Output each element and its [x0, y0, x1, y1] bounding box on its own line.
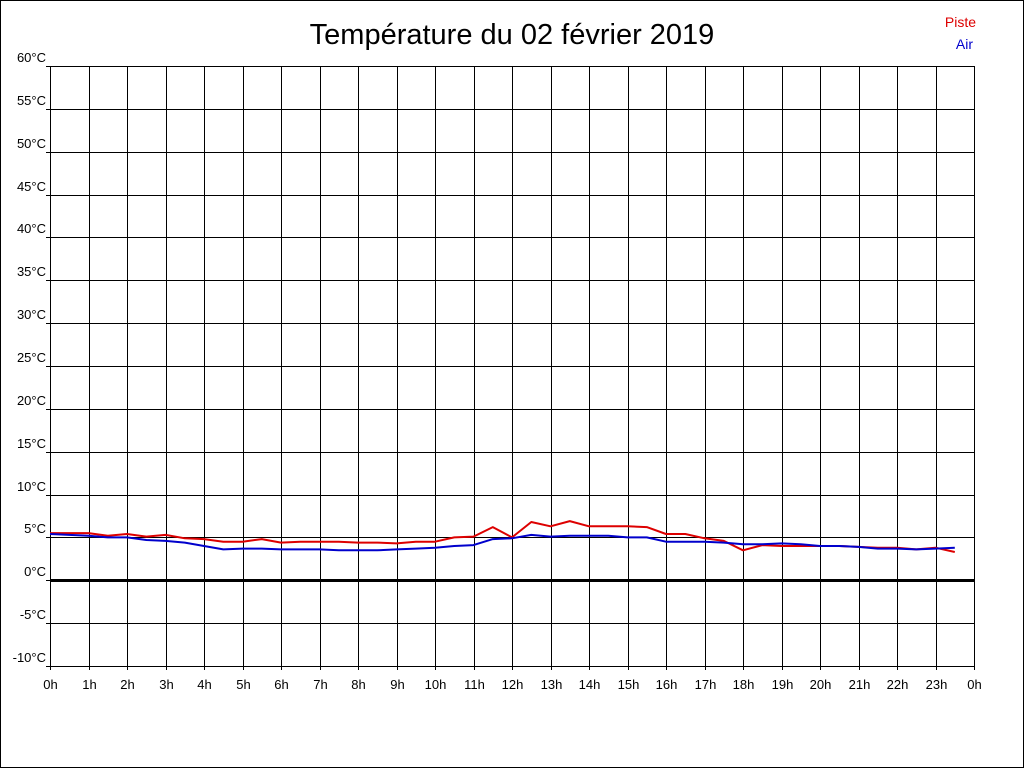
- y-tick-label: 40°C: [17, 221, 46, 236]
- x-tick-label: 0h: [43, 677, 57, 692]
- x-tick-label: 8h: [351, 677, 365, 692]
- y-tick-label: 15°C: [17, 436, 46, 451]
- y-tick-label: 5°C: [24, 521, 46, 536]
- x-tick-label: 21h: [849, 677, 871, 692]
- x-tick-label: 0h: [967, 677, 981, 692]
- chart-title: Température du 02 février 2019: [309, 19, 715, 51]
- y-tick-label: -10°C: [13, 650, 46, 665]
- x-tick-label: 22h: [887, 677, 909, 692]
- y-tick-label: 25°C: [17, 350, 46, 365]
- x-tick-label: 9h: [390, 677, 404, 692]
- y-tick-label: 0°C: [24, 564, 46, 579]
- y-tick-label: 55°C: [17, 93, 46, 108]
- x-tick-label: 7h: [313, 677, 327, 692]
- legend-entry-piste: Piste: [944, 14, 976, 30]
- x-tick-label: 4h: [197, 677, 211, 692]
- x-tick-label: 10h: [425, 677, 447, 692]
- x-tick-label: 1h: [82, 677, 96, 692]
- y-tick-label: 45°C: [17, 179, 46, 194]
- x-tick-label: 16h: [656, 677, 678, 692]
- x-tick-label: 18h: [733, 677, 755, 692]
- x-tick-label: 2h: [120, 677, 134, 692]
- x-tick-label: 12h: [502, 677, 524, 692]
- x-tick-label: 11h: [464, 677, 485, 692]
- x-tick-label: 19h: [772, 677, 794, 692]
- x-tick-label: 5h: [236, 677, 250, 692]
- x-tick-label: 14h: [579, 677, 601, 692]
- y-tick-label: 35°C: [17, 264, 46, 279]
- legend-entry-air: Air: [955, 36, 973, 52]
- y-tick-label: 50°C: [17, 136, 46, 151]
- y-tick-label: -5°C: [20, 607, 46, 622]
- y-tick-label: 30°C: [17, 307, 46, 322]
- series-line-air: [49, 533, 955, 552]
- x-tick-label: 23h: [926, 677, 948, 692]
- y-tick-label: 60°C: [17, 50, 46, 65]
- y-tick-label: 10°C: [17, 479, 46, 494]
- x-tick-label: 3h: [159, 677, 173, 692]
- x-tick-label: 13h: [541, 677, 563, 692]
- y-tick-label: 20°C: [17, 393, 46, 408]
- x-tick-label: 17h: [695, 677, 717, 692]
- x-tick-label: 20h: [810, 677, 832, 692]
- x-tick-label: 15h: [618, 677, 640, 692]
- x-tick-label: 6h: [274, 677, 288, 692]
